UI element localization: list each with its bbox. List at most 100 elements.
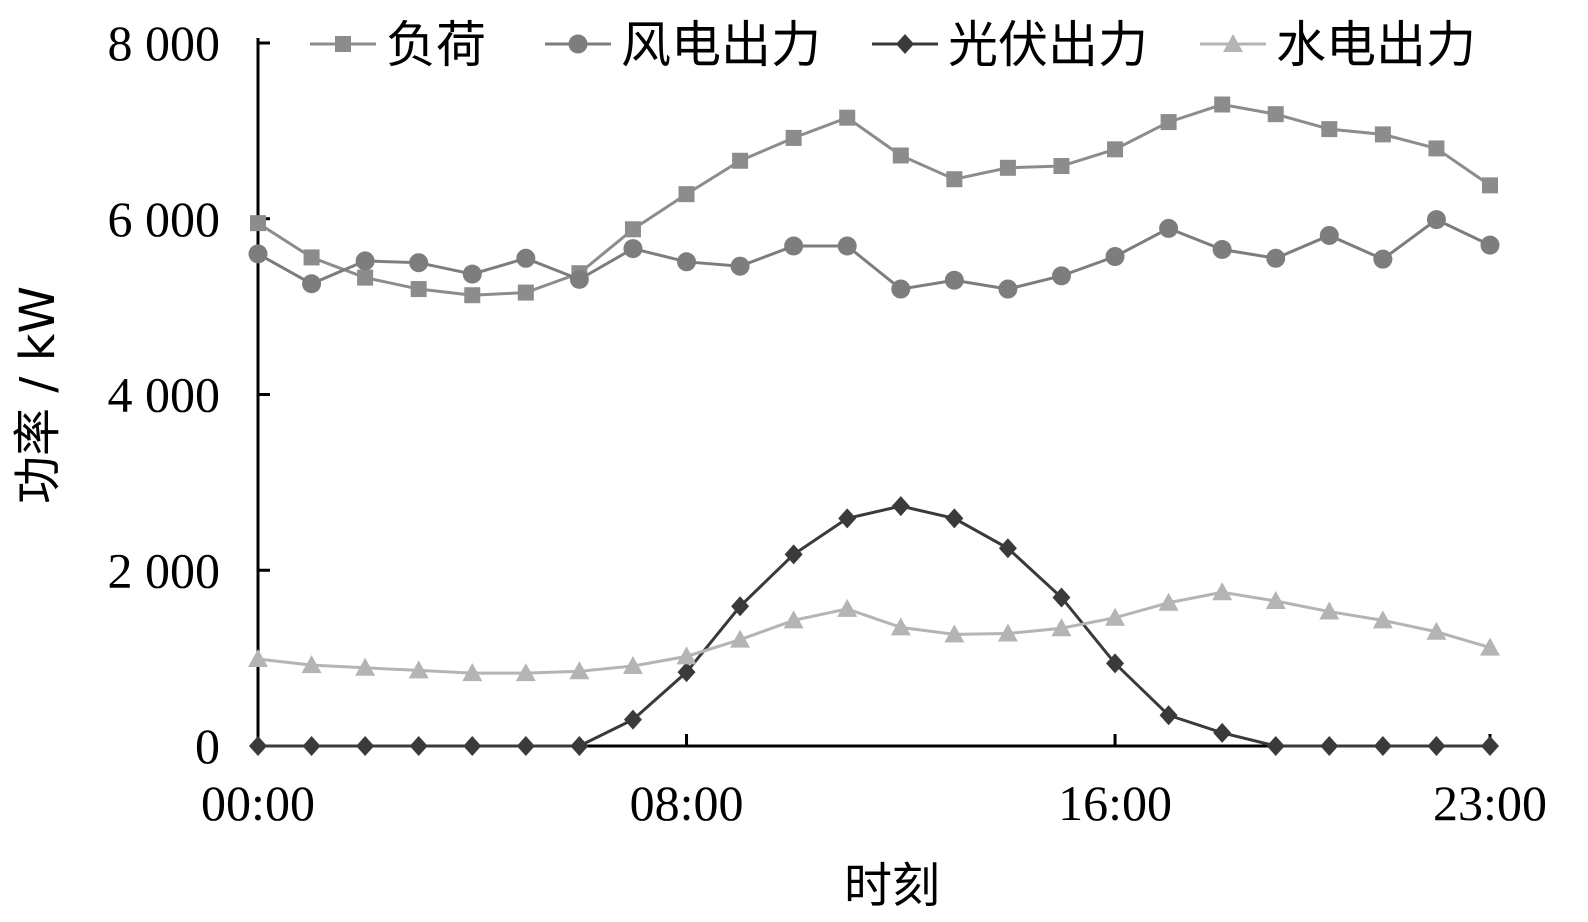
data-point-square-marker [303, 249, 320, 266]
data-point-circle-marker [1266, 248, 1286, 268]
data-point-triangle-marker [1480, 637, 1500, 656]
legend-label: 光伏出力 [948, 16, 1148, 74]
data-point-circle-marker [1480, 235, 1500, 255]
data-point-diamond-marker [784, 544, 803, 565]
y-tick-label: 2 000 [108, 542, 221, 598]
x-tick-label: 08:00 [630, 775, 744, 831]
data-point-diamond-marker [1159, 705, 1178, 726]
data-point-triangle-marker [248, 649, 268, 668]
x-tick-label: 16:00 [1058, 775, 1172, 831]
x-tick-label: 00:00 [201, 775, 315, 831]
data-point-triangle-marker [944, 624, 965, 643]
data-point-diamond-marker [356, 736, 375, 756]
data-point-diamond-marker [1106, 653, 1125, 674]
data-point-diamond-marker [838, 508, 857, 529]
data-point-square-marker [357, 269, 374, 286]
data-point-diamond-marker [570, 736, 589, 756]
data-point-square-marker [1374, 126, 1391, 143]
data-point-triangle-marker [1319, 601, 1340, 620]
data-point-triangle-marker [1105, 607, 1126, 626]
y-tick-label: 8 000 [108, 15, 221, 71]
x-ticks: 00:00 08:00 16:00 23:00 [201, 734, 1547, 831]
data-point-diamond-marker [623, 709, 642, 730]
data-point-diamond-marker [677, 662, 696, 683]
data-point-triangle-marker [837, 598, 858, 617]
data-point-diamond-marker [302, 736, 321, 756]
data-point-triangle-marker [997, 623, 1018, 642]
series-0 [250, 96, 1498, 304]
data-point-square-marker [624, 221, 641, 238]
y-ticks: 0 2 000 4 000 6 000 8 000 [108, 15, 270, 774]
legend-triangle-marker [1223, 34, 1243, 52]
data-point-circle-marker [837, 236, 857, 256]
data-point-triangle-marker [1265, 591, 1286, 610]
data-point-square-marker [517, 284, 534, 301]
data-point-diamond-marker [409, 736, 428, 756]
series-2 [249, 496, 1499, 756]
data-point-diamond-marker [1052, 587, 1071, 608]
data-point-circle-marker [248, 244, 268, 264]
legend-label: 风电出力 [621, 16, 821, 74]
data-point-circle-marker [784, 236, 804, 256]
data-point-circle-marker [1159, 218, 1179, 238]
series-3 [248, 582, 1500, 682]
data-point-circle-marker [409, 253, 429, 273]
data-point-triangle-marker [408, 660, 429, 679]
data-point-triangle-marker [301, 655, 322, 674]
legend-item: 负荷 [310, 16, 486, 74]
data-point-diamond-marker [731, 596, 750, 617]
data-point-diamond-marker [1373, 736, 1392, 756]
legend-item: 光伏出力 [872, 16, 1148, 74]
series-group [248, 96, 1500, 756]
data-point-circle-marker [1051, 266, 1071, 286]
data-point-triangle-marker [890, 617, 911, 636]
data-point-circle-marker [944, 270, 964, 290]
series-line [257, 102, 1491, 297]
data-point-triangle-marker [355, 657, 376, 676]
data-point-square-marker [839, 109, 856, 126]
data-point-circle-marker [1373, 249, 1393, 269]
data-point-square-marker [1160, 114, 1177, 131]
data-point-triangle-marker [783, 610, 804, 629]
data-point-circle-marker [730, 256, 750, 276]
data-point-circle-marker [569, 269, 589, 289]
legend-item: 水电出力 [1200, 16, 1476, 74]
data-point-square-marker [1321, 121, 1338, 138]
x-tick-label: 23:00 [1433, 775, 1547, 831]
data-point-square-marker [785, 129, 802, 146]
series-line [257, 590, 1491, 675]
data-point-circle-marker [1426, 210, 1446, 230]
data-point-diamond-marker [891, 496, 910, 517]
data-point-diamond-marker [1266, 736, 1285, 756]
data-point-square-marker [410, 281, 427, 298]
y-tick-label: 0 [195, 718, 220, 774]
data-point-circle-marker [516, 248, 536, 268]
data-point-square-marker [892, 147, 909, 164]
data-point-circle-marker [1212, 240, 1232, 260]
data-point-square-marker [1214, 96, 1231, 113]
data-point-triangle-marker [676, 646, 697, 665]
data-point-triangle-marker [1372, 610, 1393, 629]
data-point-circle-marker [355, 251, 375, 271]
data-point-diamond-marker [463, 736, 482, 756]
data-point-square-marker [1428, 140, 1445, 157]
x-axis-title: 时刻 [844, 858, 940, 914]
data-point-square-marker [464, 287, 481, 304]
data-point-diamond-marker [1481, 736, 1499, 756]
data-point-diamond-marker [998, 538, 1017, 559]
series-line [258, 504, 1490, 748]
data-point-triangle-marker [1051, 618, 1072, 637]
data-point-triangle-marker [569, 661, 590, 680]
legend-diamond-marker [896, 34, 914, 54]
data-point-diamond-marker [1320, 736, 1339, 756]
data-point-circle-marker [677, 252, 697, 272]
data-point-square-marker [1482, 177, 1498, 194]
legend-square-marker [335, 36, 351, 52]
y-axis-title: 功率 / kW [10, 286, 66, 504]
y-tick-label: 6 000 [108, 191, 221, 247]
data-point-circle-marker [891, 279, 911, 299]
data-point-square-marker [999, 159, 1016, 176]
data-point-circle-marker [302, 274, 322, 294]
data-point-diamond-marker [249, 736, 267, 756]
